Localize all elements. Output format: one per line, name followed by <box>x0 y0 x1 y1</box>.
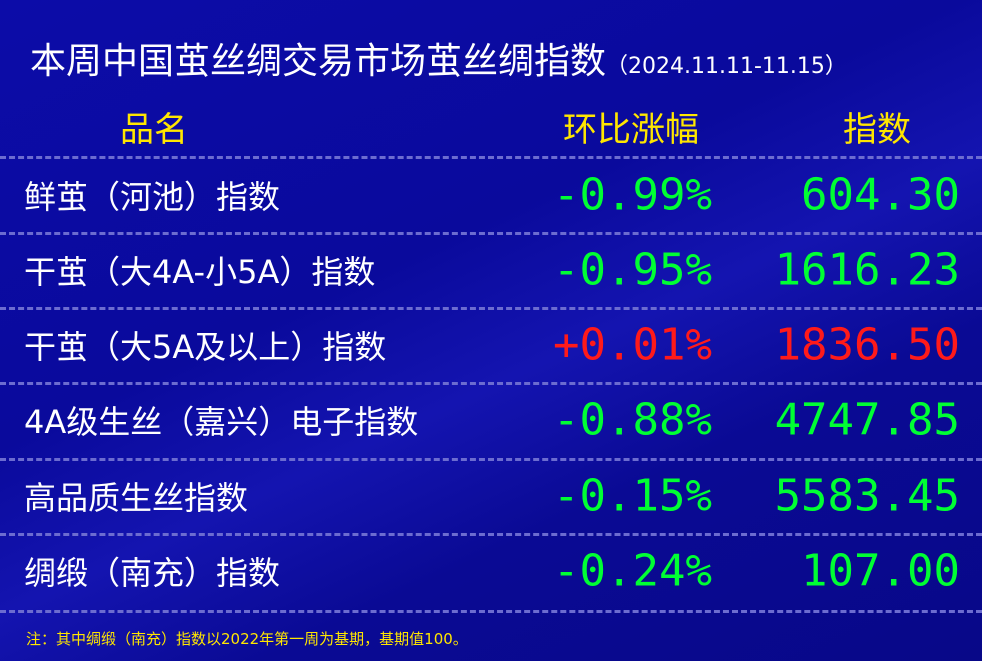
row-name: 干茧（大5A及以上）指数 <box>24 327 387 366</box>
row-name: 4A级生丝（嘉兴）电子指数 <box>24 402 419 441</box>
row-change: -0.24% <box>553 545 712 596</box>
row-change: +0.01% <box>553 319 712 370</box>
row-index: 107.00 <box>801 545 960 596</box>
table-row: 高品质生丝指数 -0.15% 5583.45 <box>0 458 982 533</box>
row-index: 5583.45 <box>774 470 960 521</box>
page-title: 本周中国茧丝绸交易市场茧丝绸指数（2024.11.11-11.15） <box>30 32 847 84</box>
row-divider <box>0 382 982 385</box>
row-divider <box>0 156 982 159</box>
row-index: 1836.50 <box>774 319 960 370</box>
row-divider <box>0 232 982 235</box>
table-row: 鲜茧（河池）指数 -0.99% 604.30 <box>0 157 982 232</box>
title-text: 本周中国茧丝绸交易市场茧丝绸指数 <box>30 41 607 82</box>
row-divider <box>0 307 982 310</box>
table-row: 干茧（大4A-小5A）指数 -0.95% 1616.23 <box>0 232 982 307</box>
row-name: 鲜茧（河池）指数 <box>24 177 281 216</box>
row-change: -0.95% <box>553 244 712 295</box>
table-row: 干茧（大5A及以上）指数 +0.01% 1836.50 <box>0 307 982 382</box>
row-index: 1616.23 <box>774 244 960 295</box>
table-row: 绸缎（南充）指数 -0.24% 107.00 <box>0 533 982 608</box>
row-index: 604.30 <box>801 169 960 220</box>
row-index: 4747.85 <box>774 394 960 445</box>
footnote: 注：其中绸缎（南充）指数以2022年第一周为基期，基期值100。 <box>26 630 468 648</box>
row-divider <box>0 610 982 613</box>
row-change: -0.15% <box>553 470 712 521</box>
row-name: 高品质生丝指数 <box>24 478 249 517</box>
row-divider <box>0 533 982 536</box>
header-index: 指数 <box>843 110 911 150</box>
row-change: -0.99% <box>553 169 712 220</box>
date-range: （2024.11.11-11.15） <box>606 54 847 79</box>
row-name: 绸缎（南充）指数 <box>24 553 281 592</box>
table-row: 4A级生丝（嘉兴）电子指数 -0.88% 4747.85 <box>0 382 982 457</box>
header-name: 品名 <box>120 110 188 150</box>
row-name: 干茧（大4A-小5A）指数 <box>24 252 376 291</box>
header-change: 环比涨幅 <box>563 110 699 150</box>
row-divider <box>0 458 982 461</box>
row-change: -0.88% <box>553 394 712 445</box>
